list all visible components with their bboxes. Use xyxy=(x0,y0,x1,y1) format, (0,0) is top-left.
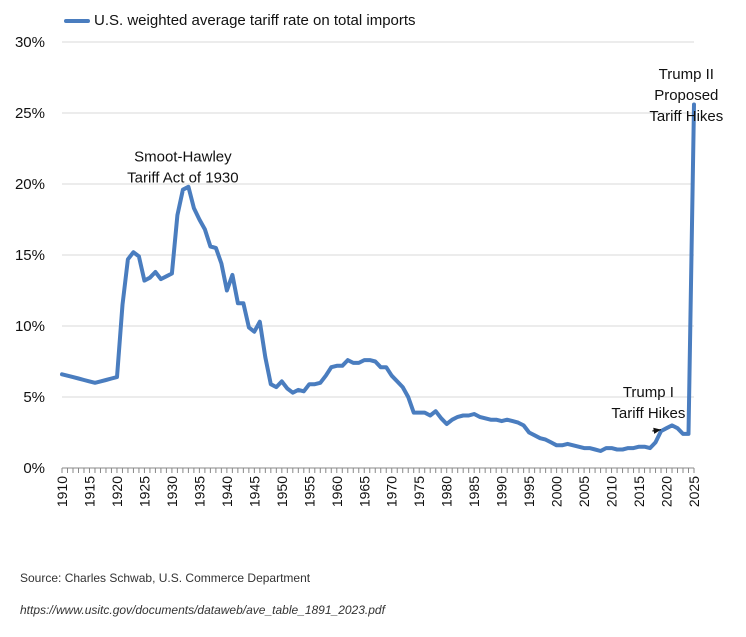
annotation-arrowhead xyxy=(653,427,662,434)
x-tick-label: 1935 xyxy=(191,476,207,507)
x-tick-label: 2010 xyxy=(604,476,620,507)
series-layer xyxy=(60,102,696,453)
x-tick-label: 1940 xyxy=(219,476,235,507)
legend-label: U.S. weighted average tariff rate on tot… xyxy=(94,12,416,29)
x-tick-label: 2000 xyxy=(549,476,565,507)
y-tick-label: 10% xyxy=(15,318,45,335)
annotation-line: Proposed xyxy=(654,87,718,104)
x-tick-label: 1925 xyxy=(136,476,152,507)
y-tick-label: 0% xyxy=(23,460,45,477)
annotation-line: Tariff Act of 1930 xyxy=(127,169,238,186)
x-tick-label: 1995 xyxy=(521,476,537,507)
y-tick-label: 20% xyxy=(15,176,45,193)
x-tick-label: 1915 xyxy=(81,476,97,507)
x-tick-label: 1950 xyxy=(274,476,290,507)
x-tick-label: 2020 xyxy=(659,476,675,507)
series-line xyxy=(60,102,696,453)
y-axis: 0% 5% 10% 15% 20% 25% 30% xyxy=(15,34,45,477)
x-axis: 1910 1915 1920 1925 1930 1935 1940 1945 1950 1955… xyxy=(54,467,702,507)
x-tick-label: 1965 xyxy=(356,476,372,507)
x-tick-label: 1990 xyxy=(494,476,510,507)
legend-swatch xyxy=(64,18,90,23)
x-tick-label: 2005 xyxy=(576,476,592,507)
x-tick-label: 1970 xyxy=(384,476,400,507)
annotation-line: Smoot-Hawley xyxy=(134,148,232,165)
x-tick-label: 2025 xyxy=(686,476,702,507)
x-tick-label: 1975 xyxy=(411,476,427,507)
y-tick-label: 30% xyxy=(15,34,45,51)
x-tick-label: 1920 xyxy=(109,476,125,507)
grid-lines xyxy=(62,41,694,398)
x-tick-label: 1955 xyxy=(301,476,317,507)
annotations-layer: Smoot-Hawley Tariff Act of 1930 Trump I Tar… xyxy=(127,66,723,434)
x-tick-label: 1910 xyxy=(54,476,70,507)
annotation-text: Trump II Proposed Tariff Hikes xyxy=(649,66,723,125)
x-tick-label: 2015 xyxy=(631,476,647,507)
annotation-line: Trump II xyxy=(659,66,714,83)
y-tick-label: 15% xyxy=(15,247,45,264)
y-tick-label: 5% xyxy=(23,389,45,406)
x-tick-label: 1930 xyxy=(164,476,180,507)
annotation-line: Tariff Hikes xyxy=(649,108,723,125)
x-tick-label: 1945 xyxy=(246,476,262,507)
source-url: https://www.usitc.gov/documents/dataweb/… xyxy=(20,603,385,617)
y-tick-label: 25% xyxy=(15,105,45,122)
annotation-line: Trump I xyxy=(623,384,674,401)
x-tick-label: 1985 xyxy=(466,476,482,507)
x-tick-label: 1980 xyxy=(439,476,455,507)
annotation-text: Trump I Tariff Hikes xyxy=(611,384,685,422)
annotation-text: Smoot-Hawley Tariff Act of 1930 xyxy=(127,148,238,186)
legend: U.S. weighted average tariff rate on tot… xyxy=(64,12,416,29)
annotation-line: Tariff Hikes xyxy=(611,405,685,422)
x-tick-label: 1960 xyxy=(329,476,345,507)
source-note: Source: Charles Schwab, U.S. Commerce De… xyxy=(20,571,311,585)
